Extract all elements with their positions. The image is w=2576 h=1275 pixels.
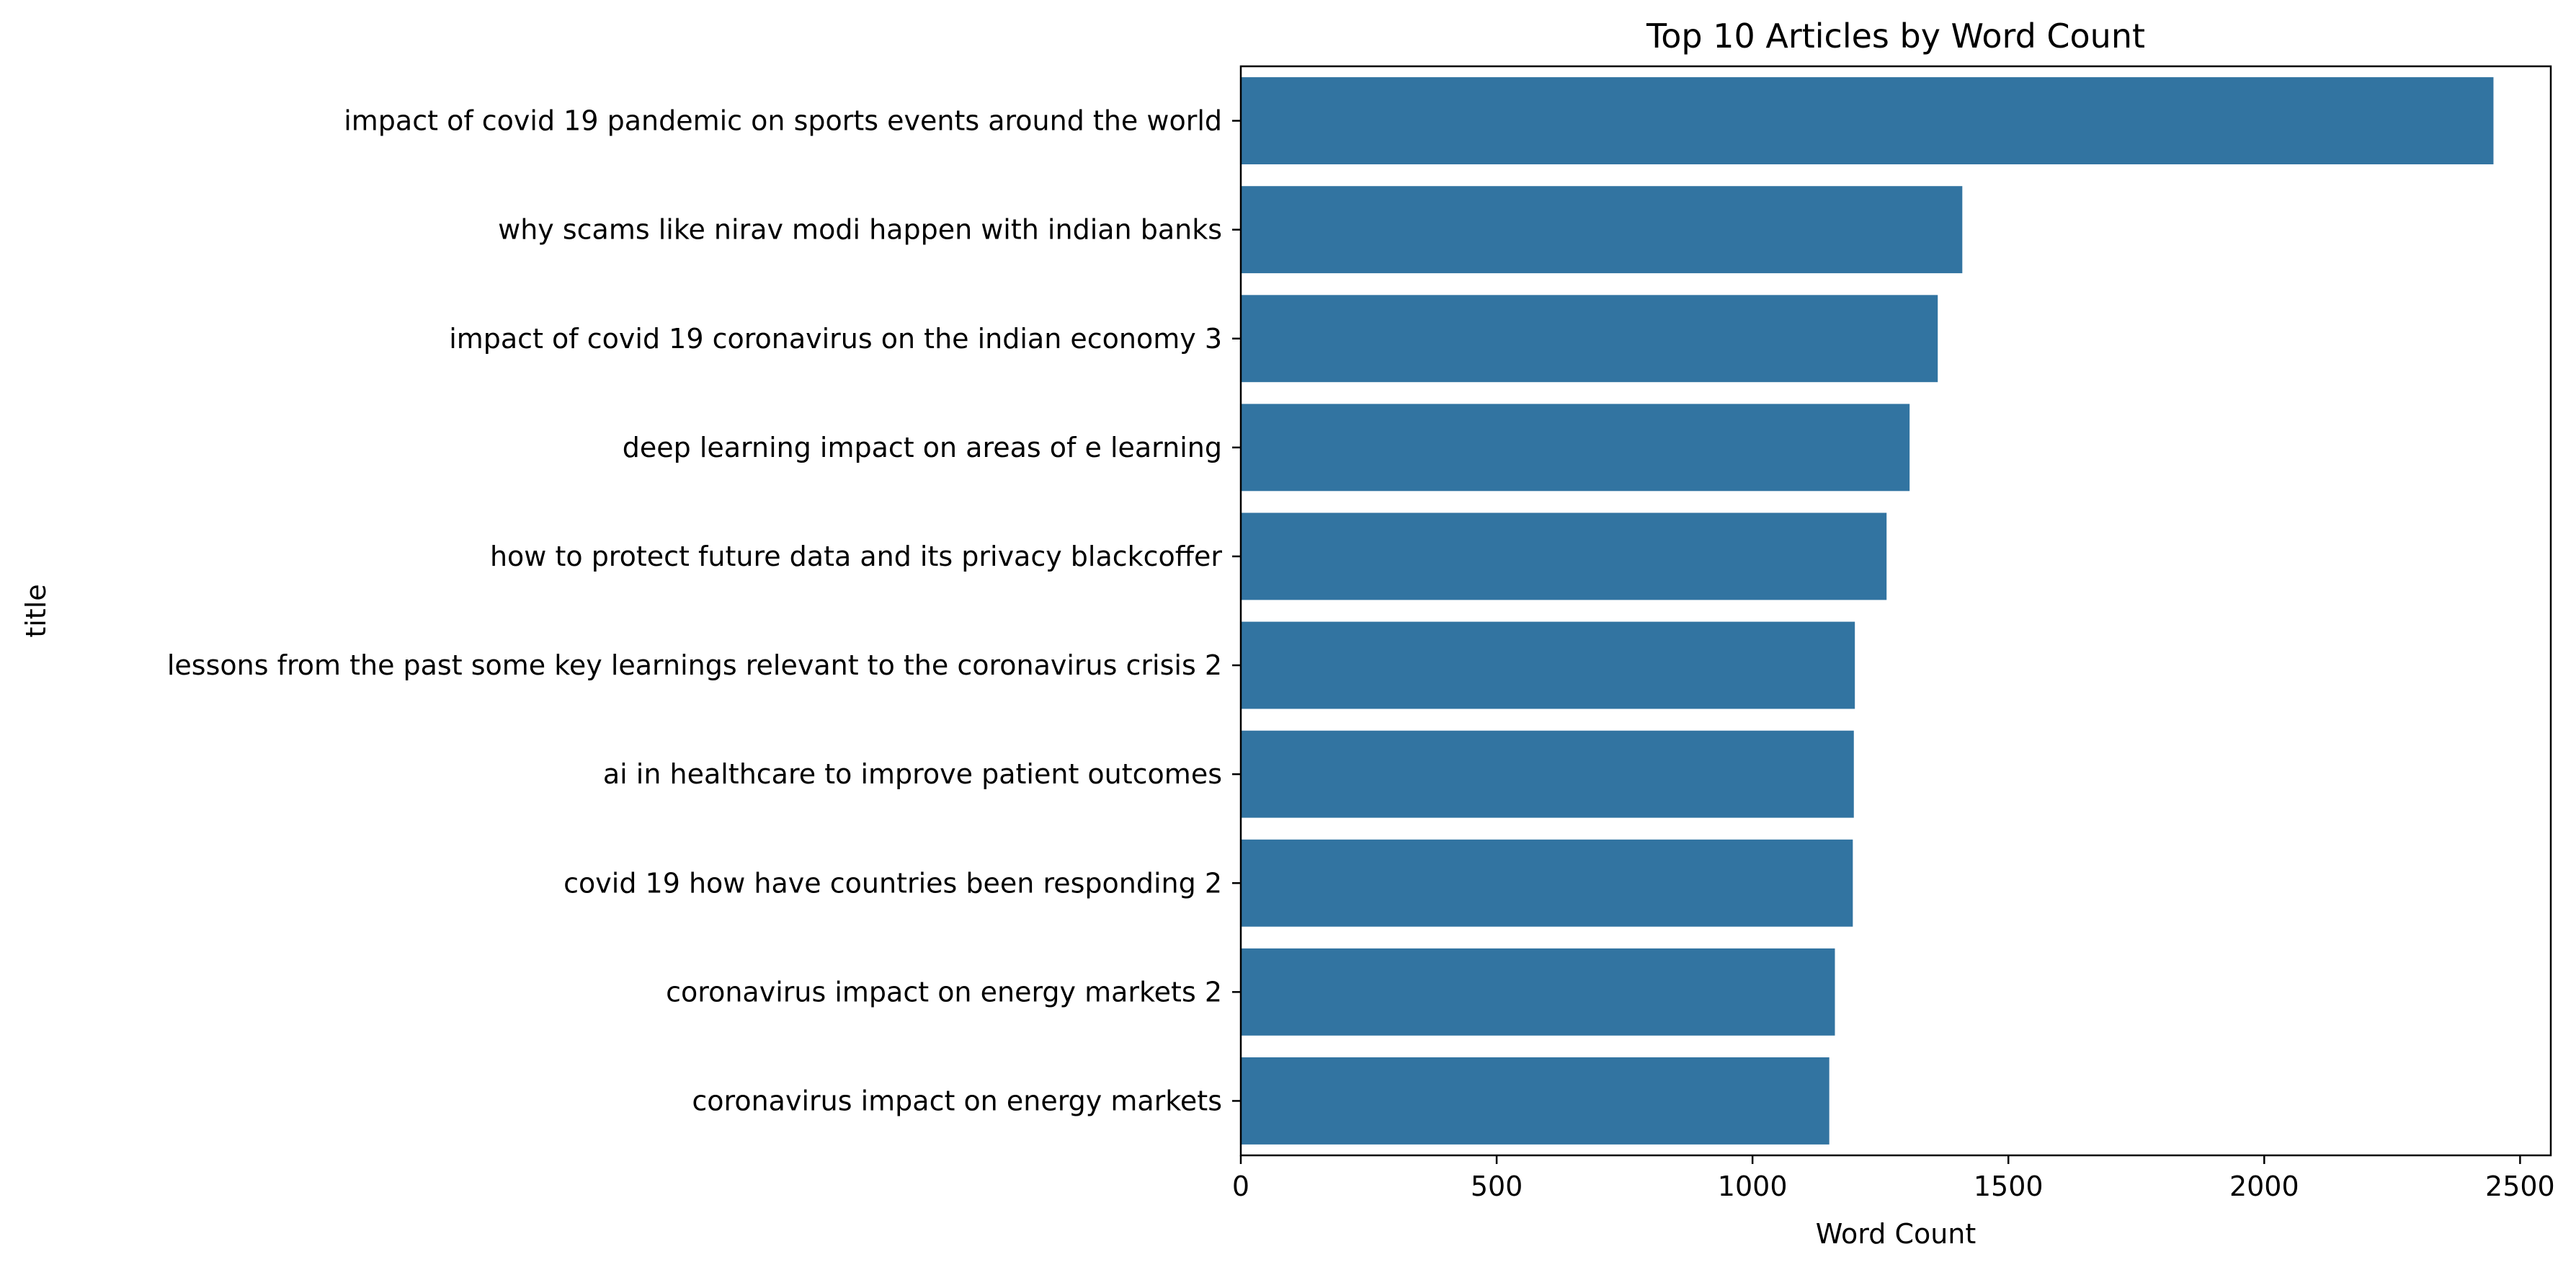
- y-tick-label: impact of covid 19 coronavirus on the in…: [449, 323, 1222, 355]
- x-tick-label: 2500: [2485, 1170, 2555, 1202]
- y-tick-label: how to protect future data and its priva…: [490, 541, 1222, 572]
- x-ticks-layer: 0 500 1000 1500 2000 2500: [1232, 1155, 2555, 1202]
- y-axis-label: title: [20, 584, 52, 637]
- bar-8: [1241, 839, 1853, 927]
- x-tick-label: 1500: [1974, 1170, 2044, 1202]
- bar-9: [1241, 948, 1835, 1036]
- y-tick-label: impact of covid 19 pandemic on sports ev…: [344, 105, 1222, 137]
- bar-4: [1241, 404, 1910, 492]
- bar-10: [1241, 1057, 1830, 1145]
- x-tick-label: 2000: [2229, 1170, 2299, 1202]
- plot-frame: [1239, 65, 2552, 1157]
- bars-layer: [1241, 77, 2494, 1145]
- y-tick-label: covid 19 how have countries been respond…: [563, 867, 1222, 899]
- bar-5: [1241, 512, 1887, 600]
- bar-1: [1241, 77, 2494, 164]
- y-tick-label: ai in healthcare to improve patient outc…: [603, 758, 1222, 790]
- bar-7: [1241, 730, 1854, 818]
- x-tick-label: 500: [1471, 1170, 1523, 1202]
- bar-6: [1241, 621, 1855, 709]
- y-tick-label: why scams like nirav modi happen with in…: [498, 214, 1222, 246]
- y-ticks-layer: impact of covid 19 pandemic on sports ev…: [167, 105, 1241, 1116]
- chart-title: Top 10 Articles by Word Count: [1646, 17, 2145, 55]
- bar-3: [1241, 295, 1938, 383]
- x-tick-label: 0: [1232, 1170, 1249, 1202]
- y-tick-label: deep learning impact on areas of e learn…: [623, 432, 1222, 463]
- x-tick-label: 1000: [1718, 1170, 1788, 1202]
- x-axis-label: Word Count: [1816, 1218, 1976, 1250]
- y-tick-label: coronavirus impact on energy markets 2: [666, 976, 1222, 1008]
- y-tick-label: coronavirus impact on energy markets: [692, 1085, 1222, 1116]
- y-tick-label: lessons from the past some key learnings…: [167, 649, 1222, 681]
- bar-2: [1241, 186, 1963, 274]
